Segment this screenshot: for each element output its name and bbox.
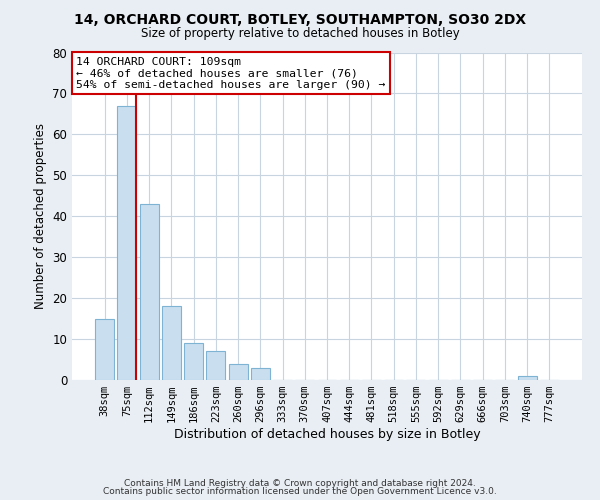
X-axis label: Distribution of detached houses by size in Botley: Distribution of detached houses by size … [173, 428, 481, 441]
Text: Contains public sector information licensed under the Open Government Licence v3: Contains public sector information licen… [103, 487, 497, 496]
Bar [251, 368, 270, 380]
Text: 14 ORCHARD COURT: 109sqm
← 46% of detached houses are smaller (76)
54% of semi-d: 14 ORCHARD COURT: 109sqm ← 46% of detach… [76, 56, 386, 90]
Bar [95, 318, 114, 380]
Text: 14, ORCHARD COURT, BOTLEY, SOUTHAMPTON, SO30 2DX: 14, ORCHARD COURT, BOTLEY, SOUTHAMPTON, … [74, 12, 526, 26]
Text: Size of property relative to detached houses in Botley: Size of property relative to detached ho… [140, 28, 460, 40]
Bar [140, 204, 158, 380]
Bar [229, 364, 248, 380]
Text: Contains HM Land Registry data © Crown copyright and database right 2024.: Contains HM Land Registry data © Crown c… [124, 478, 476, 488]
Bar [206, 352, 225, 380]
Bar [518, 376, 536, 380]
Y-axis label: Number of detached properties: Number of detached properties [34, 123, 47, 309]
Bar [118, 106, 136, 380]
Bar [184, 343, 203, 380]
Bar [162, 306, 181, 380]
